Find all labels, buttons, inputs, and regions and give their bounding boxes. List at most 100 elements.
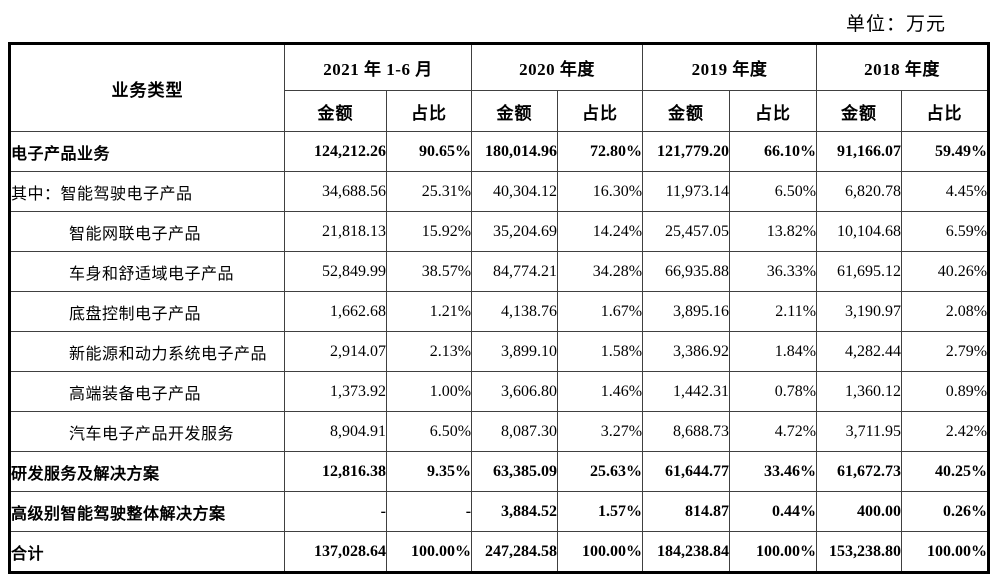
amount-cell: 153,238.80 xyxy=(816,531,903,573)
amount-cell: 4,138.76 xyxy=(471,291,559,332)
ratio-cell: 0.44% xyxy=(729,491,818,532)
ratio-cell: 2.13% xyxy=(385,331,473,372)
amount-cell: 25,457.05 xyxy=(642,211,731,252)
ratio-cell: 25.31% xyxy=(385,171,473,212)
period-header-2021: 2021 年 1-6 月 xyxy=(283,43,473,91)
table-header: 业务类型 2021 年 1-6 月 2020 年度 2019 年度 2018 年… xyxy=(9,43,990,132)
table-body: 电子产品业务 124,212.26 90.65% 180,014.96 72.80% 12… xyxy=(9,131,990,573)
amount-cell: 1,442.31 xyxy=(642,371,731,412)
ratio-cell: 34.28% xyxy=(557,251,644,292)
row-label: 高端装备电子产品 xyxy=(9,371,285,412)
ratio-cell: - xyxy=(385,491,473,532)
table-row: 合计 137,028.64 100.00% 247,284.58 100.00% 184,… xyxy=(9,531,990,573)
ratio-cell: 15.92% xyxy=(385,211,473,252)
amount-cell: 35,204.69 xyxy=(471,211,559,252)
table-row: 汽车电子产品开发服务 8,904.91 6.50% 8,087.30 3.27% 8,68… xyxy=(9,411,990,452)
ratio-cell: 14.24% xyxy=(557,211,644,252)
ratio-cell: 2.79% xyxy=(901,331,990,372)
table-row: 电子产品业务 124,212.26 90.65% 180,014.96 72.80% 12… xyxy=(9,131,990,172)
amount-cell: 63,385.09 xyxy=(471,451,559,492)
amount-cell: 121,779.20 xyxy=(642,131,731,172)
ratio-cell: 0.89% xyxy=(901,371,990,412)
amount-cell: 34,688.56 xyxy=(284,171,387,212)
row-label: 车身和舒适域电子产品 xyxy=(9,251,285,292)
ratio-cell: 72.80% xyxy=(557,131,644,172)
amount-cell: 40,304.12 xyxy=(471,171,559,212)
amount-cell: 8,904.91 xyxy=(284,411,387,452)
table-row: 研发服务及解决方案 12,816.38 9.35% 63,385.09 25.63% 61… xyxy=(9,451,990,492)
table-row: 高级别智能驾驶整体解决方案 - -3,884.52 1.57% 814.87 0.44% 4… xyxy=(9,491,990,532)
ratio-cell: 9.35% xyxy=(385,451,473,492)
ratio-cell: 16.30% xyxy=(557,171,644,212)
ratio-cell: 2.11% xyxy=(729,291,818,332)
table-row: 其中：智能驾驶电子产品 34,688.56 25.31% 40,304.12 16.30… xyxy=(9,171,990,212)
amount-cell: 2,914.07 xyxy=(284,331,387,372)
ratio-cell: 40.25% xyxy=(901,451,990,492)
amount-cell: 11,973.14 xyxy=(642,171,731,212)
ratio-cell: 1.21% xyxy=(385,291,473,332)
amount-cell: 21,818.13 xyxy=(284,211,387,252)
amount-cell: 8,688.73 xyxy=(642,411,731,452)
amount-cell: 61,672.73 xyxy=(816,451,903,492)
period-header-2020: 2020 年度 xyxy=(471,43,644,91)
amount-cell: 1,360.12 xyxy=(816,371,903,412)
amount-cell: 91,166.07 xyxy=(816,131,903,172)
amount-cell: 3,606.80 xyxy=(471,371,559,412)
row-label: 新能源和动力系统电子产品 xyxy=(9,331,285,372)
ratio-header: 占比 xyxy=(729,90,818,132)
amount-cell: 180,014.96 xyxy=(471,131,559,172)
ratio-cell: 38.57% xyxy=(385,251,473,292)
ratio-cell: 4.45% xyxy=(901,171,990,212)
row-label: 高级别智能驾驶整体解决方案 xyxy=(9,491,285,532)
table-row: 车身和舒适域电子产品 52,849.99 38.57% 84,774.21 34.28%… xyxy=(9,251,990,292)
amount-cell: 3,190.97 xyxy=(816,291,903,332)
ratio-cell: 1.46% xyxy=(557,371,644,412)
ratio-cell: 2.08% xyxy=(901,291,990,332)
amount-header: 金额 xyxy=(471,90,559,132)
amount-cell: 400.00 xyxy=(816,491,903,532)
amount-cell: 52,849.99 xyxy=(284,251,387,292)
ratio-header: 占比 xyxy=(557,90,644,132)
row-label: 智能网联电子产品 xyxy=(9,211,285,252)
table-row: 智能网联电子产品 21,818.13 15.92% 35,204.69 14.24% 25… xyxy=(9,211,990,252)
amount-cell: 8,087.30 xyxy=(471,411,559,452)
ratio-header: 占比 xyxy=(385,90,473,132)
amount-cell: 3,711.95 xyxy=(816,411,903,452)
ratio-cell: 25.63% xyxy=(557,451,644,492)
ratio-cell: 0.26% xyxy=(901,491,990,532)
row-label: 汽车电子产品开发服务 xyxy=(9,411,285,452)
revenue-breakdown-table: 业务类型 2021 年 1-6 月 2020 年度 2019 年度 2018 年… xyxy=(8,42,991,574)
amount-cell: 184,238.84 xyxy=(642,531,731,573)
business-type-header: 业务类型 xyxy=(9,43,285,132)
row-label: 底盘控制电子产品 xyxy=(9,291,285,332)
amount-cell: 1,662.68 xyxy=(284,291,387,332)
ratio-cell: 100.00% xyxy=(557,531,644,573)
ratio-cell: 1.00% xyxy=(385,371,473,412)
ratio-cell: 66.10% xyxy=(729,131,818,172)
row-label: 合计 xyxy=(9,531,285,573)
ratio-cell: 1.84% xyxy=(729,331,818,372)
period-header-2018: 2018 年度 xyxy=(816,43,990,91)
table-row: 高端装备电子产品 1,373.92 1.00% 3,606.80 1.46% 1,442.… xyxy=(9,371,990,412)
amount-cell: 61,695.12 xyxy=(816,251,903,292)
ratio-cell: 100.00% xyxy=(385,531,473,573)
ratio-cell: 1.57% xyxy=(557,491,644,532)
ratio-cell: 1.67% xyxy=(557,291,644,332)
ratio-cell: 90.65% xyxy=(385,131,473,172)
ratio-header: 占比 xyxy=(901,90,990,132)
row-label: 研发服务及解决方案 xyxy=(9,451,285,492)
ratio-cell: 100.00% xyxy=(729,531,818,573)
amount-cell: 4,282.44 xyxy=(816,331,903,372)
ratio-cell: 6.50% xyxy=(729,171,818,212)
ratio-cell: 0.78% xyxy=(729,371,818,412)
ratio-cell: 6.59% xyxy=(901,211,990,252)
ratio-cell: 40.26% xyxy=(901,251,990,292)
ratio-cell: 100.00% xyxy=(901,531,990,573)
amount-cell: - xyxy=(284,491,387,532)
period-header-2019: 2019 年度 xyxy=(642,43,818,91)
amount-cell: 66,935.88 xyxy=(642,251,731,292)
ratio-cell: 59.49% xyxy=(901,131,990,172)
amount-cell: 3,386.92 xyxy=(642,331,731,372)
ratio-cell: 1.58% xyxy=(557,331,644,372)
